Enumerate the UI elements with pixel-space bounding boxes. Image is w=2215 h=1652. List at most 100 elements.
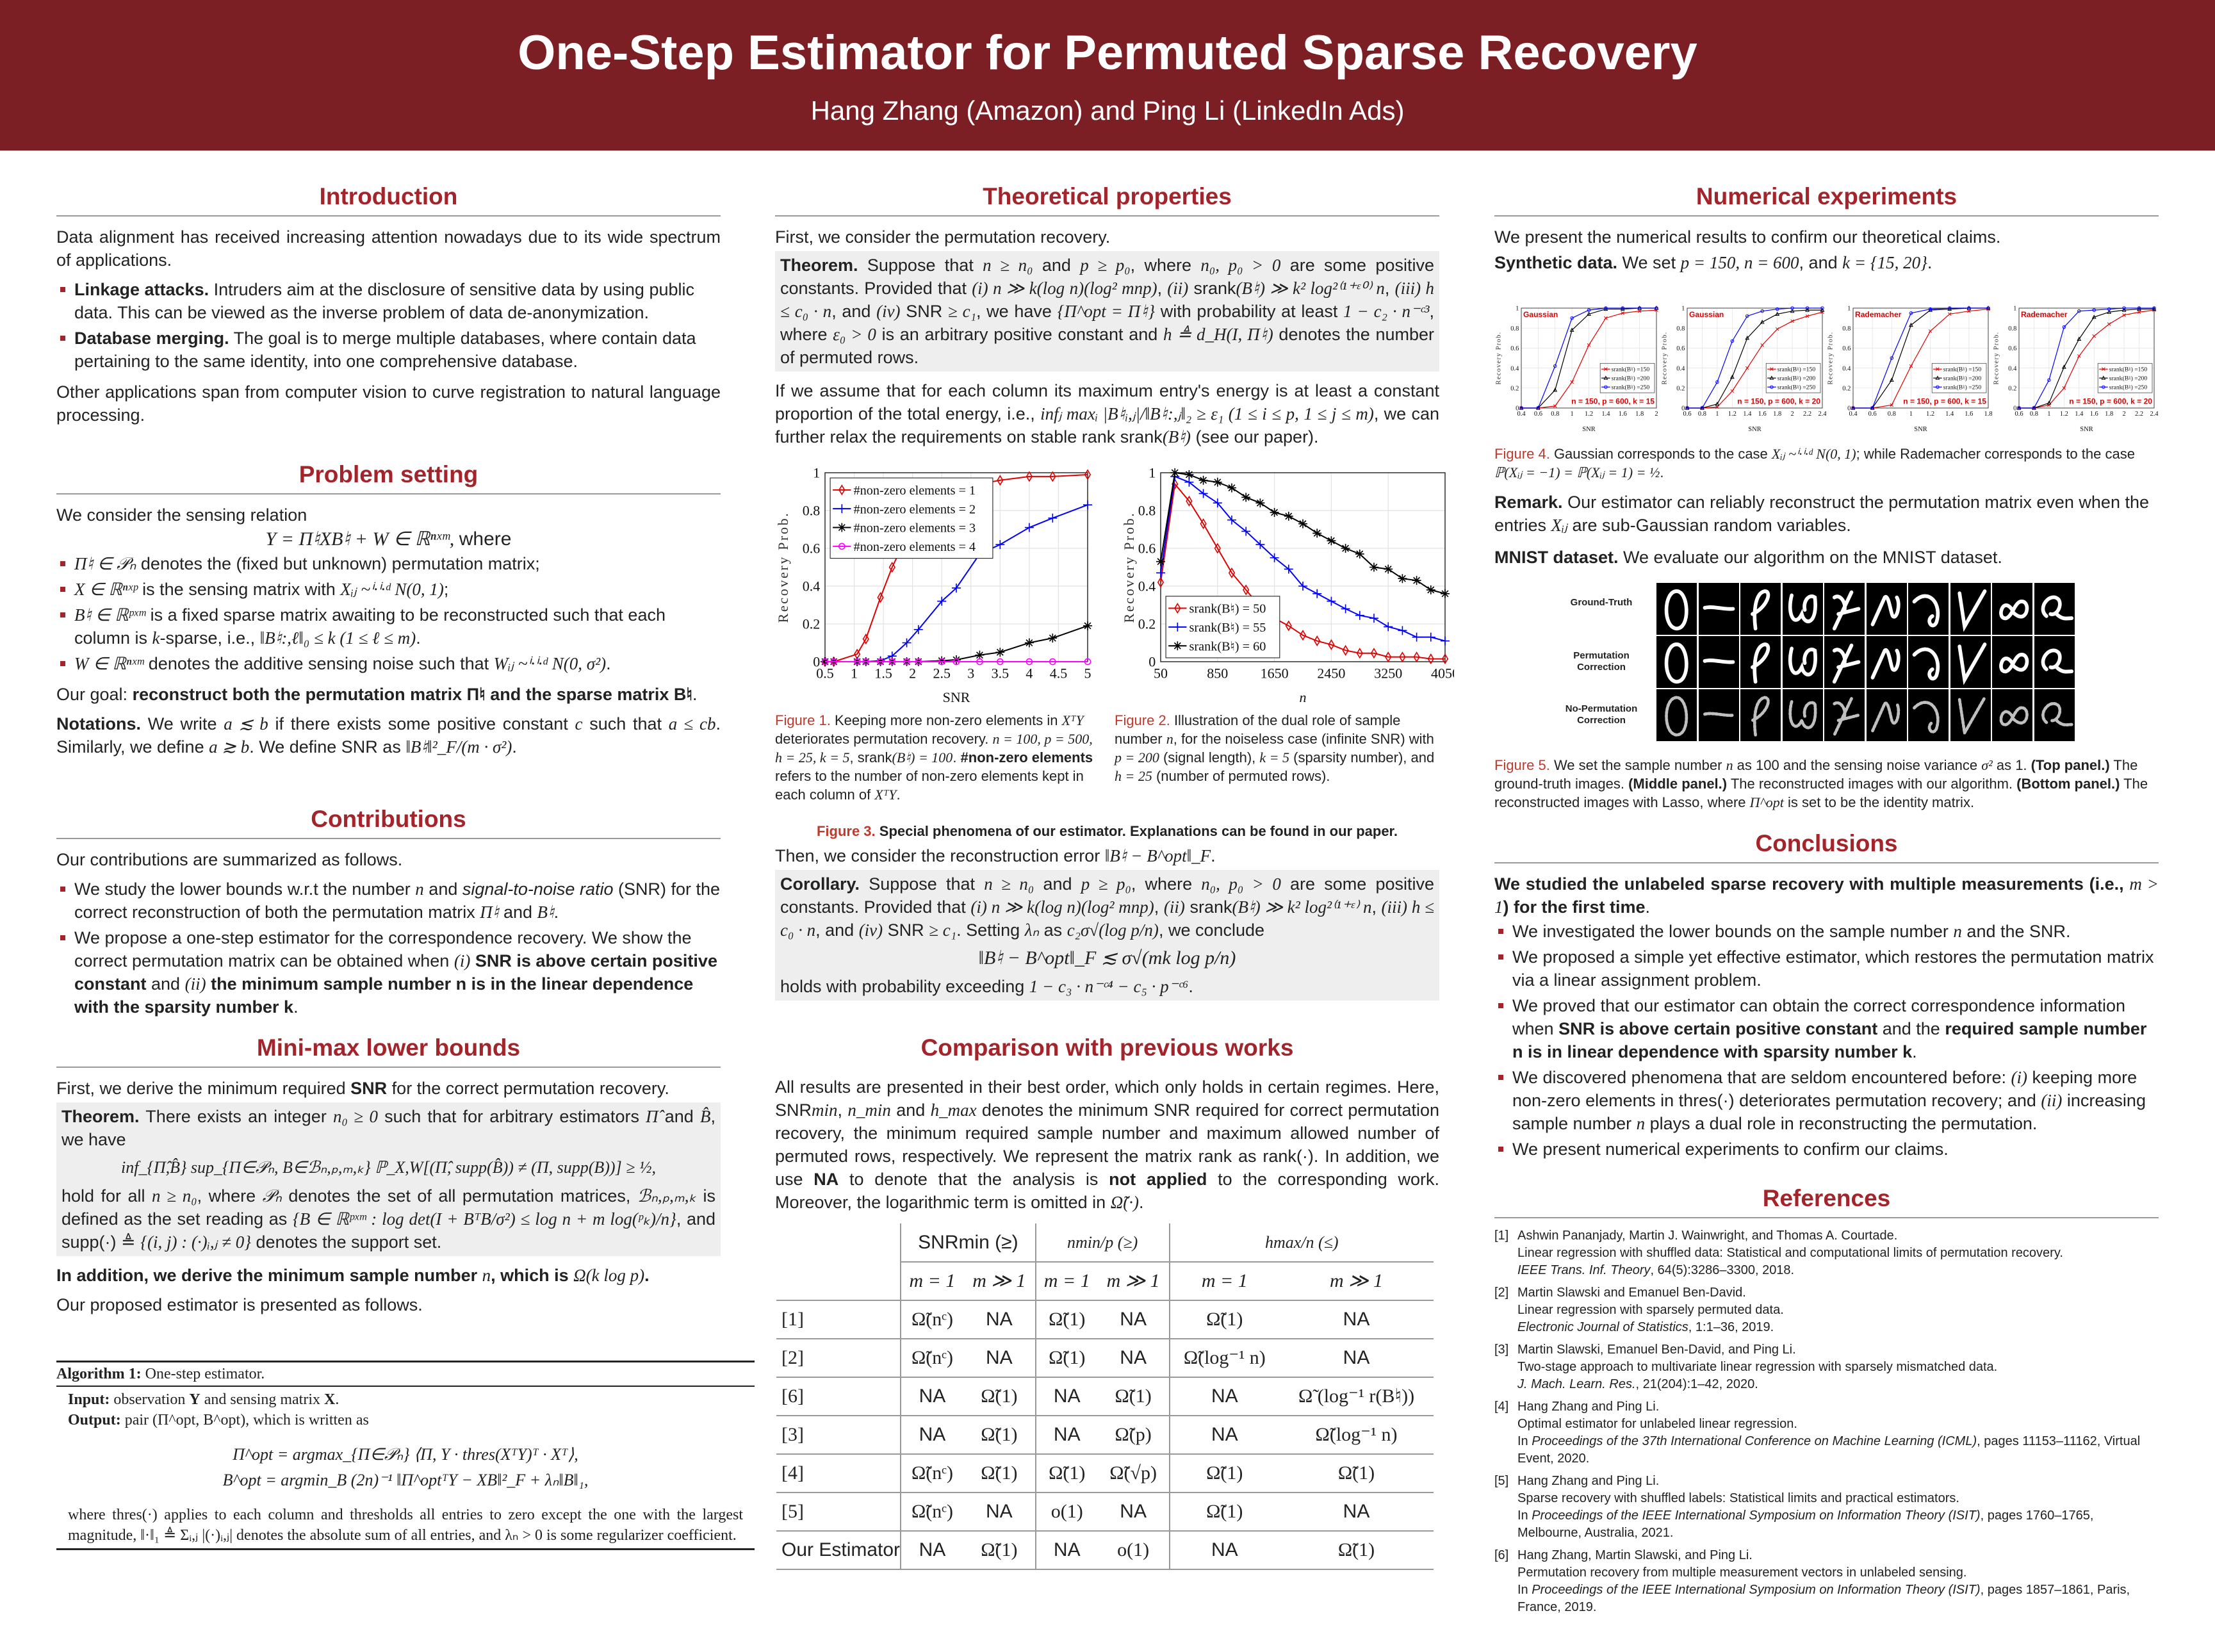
data-point [2061,364,2066,369]
data-point [913,625,923,634]
figure-4-chart-2: 0.6 0.8 1 1.2 1.4 1.6 1.8 2 2.2 2.4 0 0.2 0.4 0.6 0.8 1… [1661,306,1826,433]
table-cell: Ω̃(log⁻¹ n) [1279,1415,1434,1454]
legend: srank(B♮) = 50 srank(B♮) = 55 srank(B♮) = … [1165,596,1280,658]
table-cell: Ω̃(log⁻¹ n) [1168,1338,1280,1377]
data-point [1760,343,1765,347]
text-segment: , [1384,279,1395,298]
text-segment: Data alignment has received increasing a… [56,227,721,270]
y-tick-label: 0 [1516,405,1519,413]
reference-venue: In Proceedings of the 37th International… [1517,1433,2159,1468]
text-segment: . [1188,977,1193,996]
table-cell: Ω̃(√p) [1097,1453,1170,1493]
data-point [1775,311,1780,316]
mnist-row-label: Ground-Truth [1570,597,1633,608]
table-cell: NA [900,1415,963,1454]
x-tick-label: 3250 [1374,665,1402,681]
data-point [2062,325,2066,329]
x-tick-label: 0.8 [1888,411,1896,418]
data-point [1441,589,1450,598]
mnist-image [1782,689,1823,741]
bullet-item: We propose a one-step estimator for the … [56,926,721,1018]
text-segment: Our contributions are summarized as foll… [56,850,403,869]
plot-frame [1687,307,1823,409]
text-segment: denotes the number of permuted rows. [780,325,1434,367]
math-text: p = 200 [1115,749,1159,765]
x-axis-label: SNR [1582,426,1595,433]
x-tick-label: 1.4 [1743,411,1752,418]
data-point [1026,471,1033,482]
text-segment: We set [1617,253,1681,272]
x-tick-label: 5 [1084,665,1091,681]
text-segment: . [1138,1193,1144,1212]
text-segment: , [1371,897,1382,917]
reference-venue-details: , pages 1857–1861, Paris, France, 2019. [1517,1583,2130,1614]
text-segment: . [1927,253,1933,272]
y-tick-label: 0.6 [803,541,821,557]
data-point [2137,310,2141,315]
table-cell: NA [1097,1492,1170,1531]
table-cell: NA [1168,1377,1280,1416]
math-text: B̂ [699,1107,711,1126]
addition-text: In addition, we derive the minimum sampl… [56,1264,721,1287]
data-point [1426,585,1435,594]
table-cell: NA [963,1492,1036,1531]
handwritten-digit-image [1703,605,1735,611]
data-point [1227,483,1236,493]
corollary-end: holds with probability exceeding 1 − c₃ … [780,975,1434,998]
data-point [877,658,884,666]
x-tick-label: 0.6 [2015,411,2023,418]
legend-label: srank(B♮) =250 [2109,384,2148,391]
handwritten-digit-image [1788,593,1817,623]
reference-venue-prefix: In [1517,1434,1532,1448]
series-line [1160,482,1445,660]
table-cell: NA [1097,1300,1170,1339]
text-segment: . [896,787,901,803]
text-segment: plays a dual role in reconstructing the … [1645,1114,2038,1133]
data-point [1967,309,1971,313]
text-segment: are sub-Gaussian random variables. [1567,516,1851,535]
math-text: (i) n ≫ k(log n)(log² mnp) [972,279,1157,298]
mnist-image [1950,689,1991,741]
numerical-section: Numerical experiments We present the num… [1494,181,2159,281]
table-cell: NA [963,1300,1036,1339]
bullet-item: We present numerical experiments to conf… [1494,1138,2159,1161]
data-point [1356,648,1363,659]
data-point [1049,471,1056,482]
mnist-image [1950,636,1991,688]
x-tick-label: 1 [851,665,858,681]
y-tick-label: 0.4 [1138,578,1156,594]
section-heading: Problem setting [56,459,721,495]
reference-item: [6] Hang Zhang, Martin Slawski, and Ping … [1494,1547,2159,1616]
math-text: X ∈ ℝⁿˣᵖ [74,580,138,599]
text-segment: We propose a one-step estimator for the … [74,928,692,970]
x-tick-label: 4 [1026,665,1033,681]
text-segment: and [1034,874,1081,894]
text-segment: denotes the set of all permutation matri… [281,1186,637,1206]
chart-annotation: n = 150, p = 600, k = 15 [1903,397,1986,406]
y-tick-label: 1 [1847,306,1851,313]
math-text: (B♮) = 100 [892,749,953,765]
math-text: 𝒫ₙ [262,1186,282,1206]
data-point [1084,469,1091,480]
data-point [1790,306,1794,310]
legend-label: srank(B♮) =150 [2109,366,2148,373]
data-point [1760,320,1765,324]
y-tick-label: 0.4 [2008,365,2017,372]
y-tick-label: 0.8 [803,503,821,519]
x-tick-label: 1.4 [2075,411,2084,418]
handwritten-digit-image [1751,696,1770,737]
data-series [1519,306,1658,410]
math-text: n [1636,1114,1646,1133]
x-tick-label: 1.8 [2105,411,2113,418]
text-segment [206,974,211,994]
x-tick-label: 0.4 [1517,411,1526,418]
text-segment: , we have [976,302,1058,321]
text-segment: , we conclude [1158,920,1265,940]
data-point [1655,306,1658,310]
text-segment: is set to be the identity matrix. [1783,794,1975,810]
text-segment: srank [1184,897,1232,917]
mnist-image [1866,583,1907,635]
data-point [2121,307,2127,312]
text-segment: There exists an integer [139,1107,333,1126]
legend-marker [1604,367,1608,371]
